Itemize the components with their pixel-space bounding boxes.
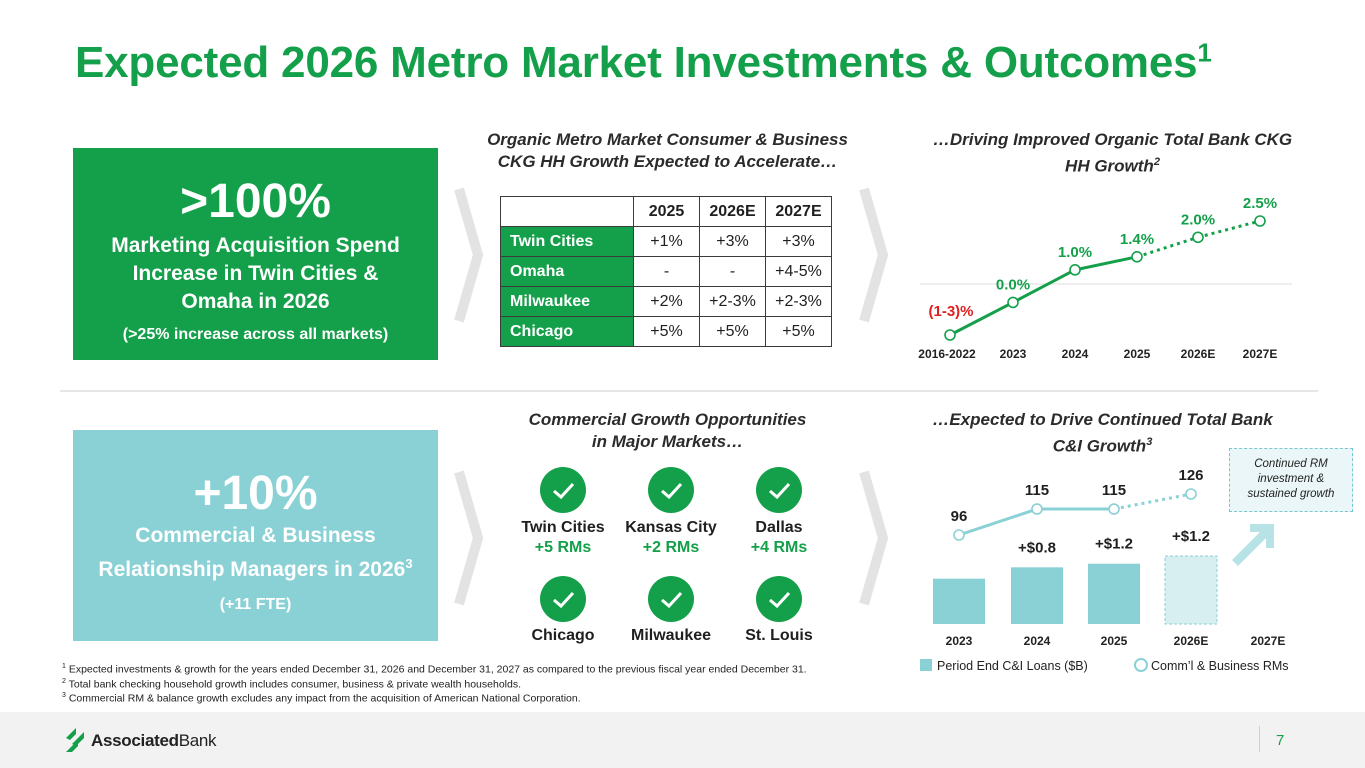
data-point (1007, 296, 1019, 309)
commercial-rm-sub: (+11 FTE) (219, 596, 292, 613)
bar (1088, 563, 1140, 624)
table-row: Twin Cities +1% +3% +3% (500, 226, 832, 257)
data-point (1031, 503, 1043, 515)
table-row: Omaha - - +4-5% (500, 256, 832, 287)
chevron-divider-icon (859, 187, 889, 323)
series-line-segment (1012, 268, 1076, 304)
city-chicago: Chicago (531, 627, 595, 644)
footer-divider (1259, 726, 1260, 752)
chevron-divider-icon (454, 470, 484, 606)
data-point (1131, 251, 1143, 263)
data-point (1069, 264, 1081, 276)
page-number: 7 (1276, 732, 1285, 749)
commercial-rm-value: +10% (193, 467, 318, 520)
city-milwaukee: Milwaukee (630, 627, 712, 644)
chevron-divider-icon (454, 187, 484, 323)
bar-label: +$1.2 (1172, 528, 1210, 545)
data-label: 1.0% (1058, 244, 1092, 261)
commercial-rm-desc: Commercial & Business Relationship Manag… (98, 524, 413, 581)
data-point (944, 329, 956, 341)
marketing-spend-value: >100% (180, 175, 331, 228)
bar (1164, 555, 1218, 625)
city-kansas-city: Kansas City +2 RMs (625, 519, 717, 556)
arrow-up-right-icon (1232, 524, 1274, 566)
table-header-row: 2025 2026E 2027E (500, 196, 832, 227)
ci-growth-chart: +$0.8 +$1.2 +$1.2 96 115 115 126 2023 2024 2025 20… (920, 467, 1289, 673)
bar-label: +$0.8 (1018, 539, 1056, 556)
x-tick-label: 2027E (1251, 634, 1286, 648)
bar (933, 578, 985, 624)
associated-bank-logo: AssociatedBank (91, 731, 217, 750)
checkmark-icon (540, 467, 586, 513)
marketing-spend-desc: Marketing Acquisition Spend Increase in … (111, 234, 400, 313)
data-label: 2.5% (1243, 195, 1277, 212)
series-line-segment (1113, 492, 1192, 511)
checkmark-icon (648, 576, 694, 622)
data-label: 115 (1025, 482, 1049, 499)
x-tick-label: 2026E (1174, 634, 1209, 648)
data-point (1108, 503, 1120, 515)
checkmark-icon (648, 467, 694, 513)
city-dallas: Dallas +4 RMs (750, 519, 808, 556)
x-tick-label: 2026E (1181, 347, 1216, 361)
series-line-segment (949, 301, 1014, 337)
table-row: Milwaukee +2% +2-3% +2-3% (500, 286, 832, 317)
series-line-segment (1074, 255, 1138, 272)
data-point (1185, 488, 1197, 500)
legend-label: Period End C&I Loans ($B) (937, 659, 1088, 673)
hh-growth-chart: (1-3)% 2016-2022 0.0% 2023 1.0% 2024 1.4% 2025 2… (918, 195, 1292, 361)
consumer-table-heading: Organic Metro Market Consumer & Business… (487, 130, 848, 171)
data-label: (1-3)% (928, 303, 973, 320)
hh-growth-heading: …Driving Improved Organic Total Bank CKG… (932, 130, 1293, 176)
footnote-1: 1 Expected investments & growth for the … (62, 663, 807, 676)
legend-swatch-bars (920, 659, 932, 671)
chevron-divider-icon (859, 470, 889, 606)
rm-investment-callout: Continued RM investment & sustained grow… (1229, 448, 1353, 512)
section-divider (60, 390, 1318, 392)
bar-label: +$1.2 (1095, 536, 1133, 553)
data-label: 115 (1102, 482, 1126, 499)
x-tick-label: 2024 (1062, 347, 1089, 361)
checkmark-icon (756, 576, 802, 622)
x-tick-label: 2023 (1000, 347, 1027, 361)
data-label: 126 (1178, 467, 1203, 484)
footnote-2: 2 Total bank checking household growth i… (62, 678, 521, 691)
x-tick-label: 2024 (1024, 634, 1051, 648)
city-twin-cities: Twin Cities +5 RMs (521, 519, 605, 556)
legend-label: Comm’l & Business RMs (1151, 659, 1289, 673)
associated-bank-logo-icon (66, 728, 84, 752)
footer-bar (0, 712, 1365, 768)
footnote-3: 3 Commercial RM & balance growth exclude… (62, 692, 581, 705)
ci-growth-heading: …Expected to Drive Continued Total Bank … (932, 410, 1273, 456)
city-st-louis: St. Louis (745, 627, 813, 644)
x-tick-label: 2025 (1101, 634, 1128, 648)
x-tick-label: 2023 (946, 634, 973, 648)
marketing-spend-sub: (>25% increase across all markets) (122, 326, 389, 343)
data-label: 0.0% (996, 276, 1030, 293)
checkmark-icon (540, 576, 586, 622)
data-label: 2.0% (1181, 211, 1215, 228)
data-label: 1.4% (1120, 231, 1154, 248)
page-title: Expected 2026 Metro Market Investments &… (75, 37, 1212, 87)
x-tick-label: 2027E (1243, 347, 1278, 361)
data-point (953, 529, 965, 541)
data-label: 96 (951, 508, 968, 525)
series-line-segment (958, 507, 1038, 537)
commercial-opps-heading: Commercial Growth Opportunities in Major… (528, 410, 807, 451)
checkmark-icon (756, 467, 802, 513)
data-point (1192, 231, 1204, 244)
legend-swatch-line (1134, 658, 1148, 672)
bar (1011, 567, 1063, 624)
marketing-spend-box: >100% Marketing Acquisition Spend Increa… (73, 148, 438, 360)
x-tick-label: 2025 (1124, 347, 1151, 361)
table-row: Chicago +5% +5% +5% (500, 316, 832, 347)
consumer-growth-table: 2025 2026E 2027E Twin Cities +1% +3% +3%… (500, 196, 832, 347)
data-point (1254, 215, 1266, 227)
commercial-rm-box: +10% Commercial & Business Relationship … (73, 430, 438, 641)
x-tick-label: 2016-2022 (918, 347, 976, 361)
